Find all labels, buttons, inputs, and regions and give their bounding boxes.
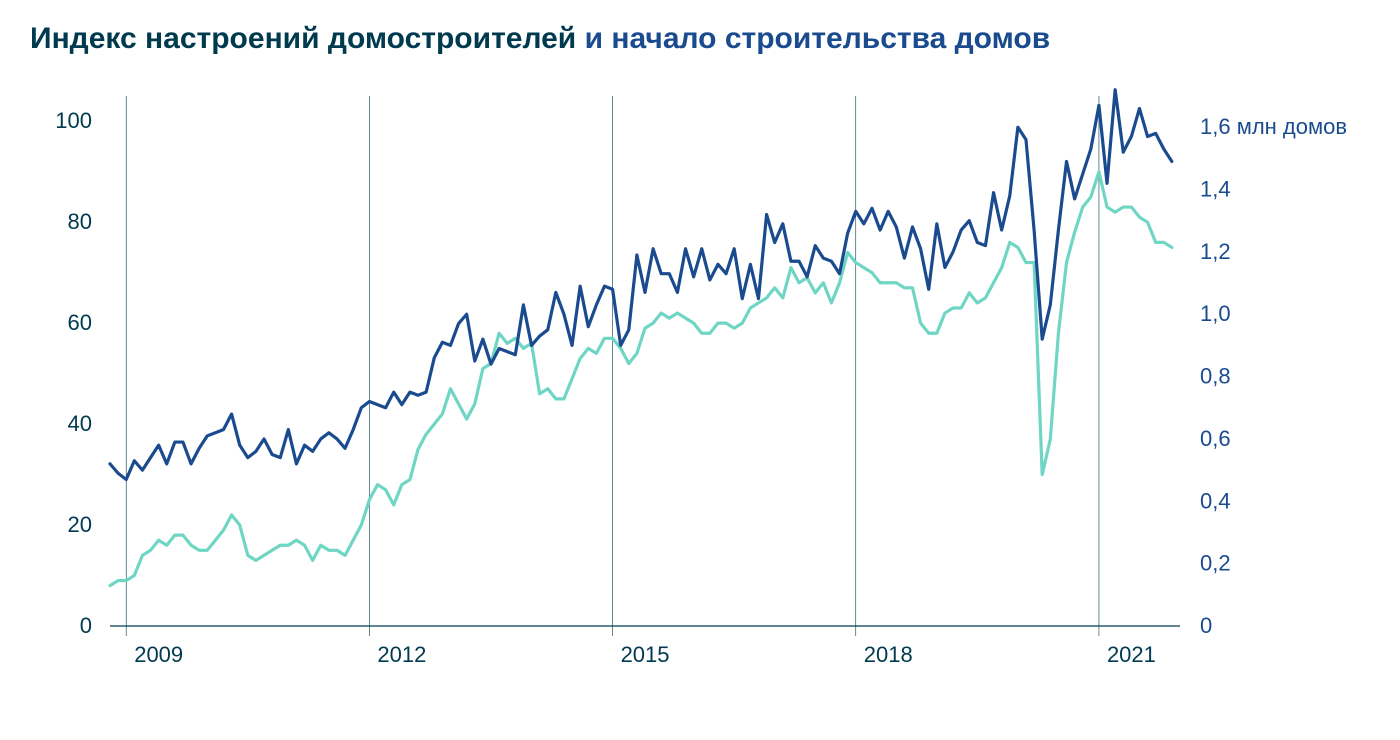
y-right-tick-label: 0 [1200, 613, 1212, 638]
line-chart-svg: 2009 2012 2015 2018 2021 0 20 40 60 80 100 0 0,2 0,4 0… [30, 76, 1370, 676]
x-tick-label: 2015 [621, 642, 670, 667]
y-left-tick-label: 80 [68, 210, 92, 235]
y-right-tick-label: 0,8 [1200, 364, 1231, 389]
y-left-tick-label: 40 [68, 411, 92, 436]
y-right-tick-label: 1,6 млн домов [1200, 115, 1347, 140]
x-tick-label: 2009 [134, 642, 183, 667]
x-tick-label: 2018 [864, 642, 913, 667]
chart-title: Индекс настроений домостроителей и начал… [30, 20, 1370, 58]
title-part-2: и начало строительства домов [576, 22, 1050, 55]
y-left-tick-label: 0 [80, 613, 92, 638]
series-sentiment_index [110, 172, 1172, 586]
x-tick-label: 2021 [1107, 642, 1156, 667]
y-left-tick-label: 100 [55, 109, 92, 134]
y-right-tick-label: 0,4 [1200, 489, 1231, 514]
x-tick-label: 2012 [377, 642, 426, 667]
y-left-tick-label: 20 [68, 512, 92, 537]
chart-container: Индекс настроений домостроителей и начал… [0, 0, 1400, 740]
chart-plot-area: 2009 2012 2015 2018 2021 0 20 40 60 80 100 0 0,2 0,4 0… [30, 76, 1370, 676]
y-right-tick-label: 0,6 [1200, 426, 1231, 451]
title-part-1: Индекс настроений домостроителей [30, 22, 576, 55]
y-right-tick-label: 1,0 [1200, 302, 1231, 327]
series-housing_starts [110, 90, 1172, 480]
y-right-tick-label: 1,2 [1200, 239, 1231, 264]
y-right-tick-label: 0,2 [1200, 551, 1231, 576]
y-left-tick-label: 60 [68, 311, 92, 336]
y-right-tick-label: 1,4 [1200, 177, 1231, 202]
